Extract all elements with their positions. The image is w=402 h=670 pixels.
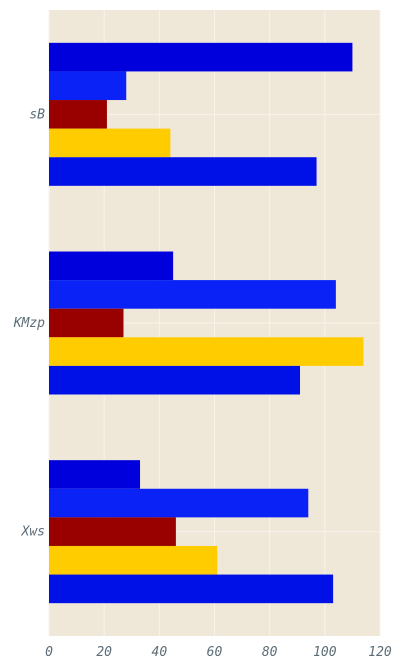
bars <box>49 42 364 604</box>
bar-KMzp-series-5 <box>49 365 301 395</box>
bar-sB-series-4 <box>49 128 171 158</box>
y-axis-labels: sB KMzp Xws <box>13 107 45 539</box>
x-tick-label: 80 <box>262 645 278 660</box>
bar-sB-series-2 <box>49 71 127 101</box>
x-tick-label: 60 <box>207 645 223 660</box>
x-tick-label: 100 <box>313 645 337 660</box>
bar-Xws-series-4 <box>49 545 218 575</box>
category-label: KMzp <box>13 316 45 331</box>
bar-KMzp-series-4 <box>49 337 364 366</box>
bar-sB-series-3 <box>49 100 107 129</box>
category-label: sB <box>29 107 45 122</box>
bar-sB-series-5 <box>49 157 317 186</box>
x-tick-label: 40 <box>152 645 168 660</box>
x-tick-label: 120 <box>368 645 392 660</box>
bar-sB-series-1 <box>49 42 353 72</box>
bar-Xws-series-3 <box>49 517 176 546</box>
category-label: Xws <box>21 525 45 540</box>
x-tick-label: 0 <box>45 645 53 660</box>
bar-KMzp-series-2 <box>49 280 336 309</box>
x-tick-label: 20 <box>96 645 112 660</box>
bar-KMzp-series-1 <box>49 251 174 281</box>
bar-KMzp-series-3 <box>49 308 124 338</box>
bar-Xws-series-1 <box>49 460 141 489</box>
bar-Xws-series-2 <box>49 488 309 518</box>
x-axis-labels: 0 20 40 60 80 100 120 <box>45 645 392 660</box>
bar-Xws-series-5 <box>49 574 334 604</box>
